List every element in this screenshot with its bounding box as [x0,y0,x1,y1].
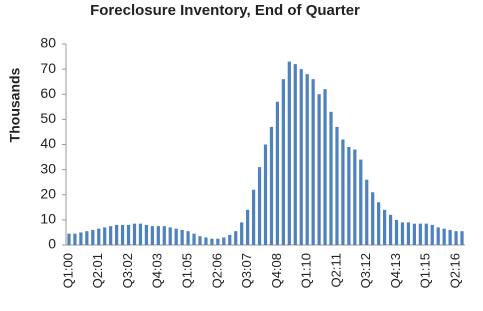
x-tick-label: Q3:07 [239,253,254,288]
bar [174,228,178,245]
bar [275,101,280,245]
bar [150,226,154,245]
bar [228,234,232,245]
bar [305,74,309,246]
bar [442,228,446,245]
y-tick-label: 60 [40,85,56,101]
bar [388,214,393,245]
bar [424,223,428,245]
bar [103,227,107,245]
bar [246,209,250,245]
bar [430,224,434,245]
bar [222,237,226,245]
bar [263,144,268,245]
bar [120,224,125,245]
bar [347,147,351,245]
y-tick-label: 80 [40,35,56,51]
bar [156,226,160,245]
bar [180,229,184,245]
bar [400,222,405,245]
bar [257,167,262,245]
bar [162,226,166,245]
x-tick-label: Q3:12 [358,253,373,288]
bar [168,227,172,245]
bar [299,69,303,245]
y-tick-label: 40 [40,135,56,151]
bar [377,202,381,245]
bar [406,222,411,245]
bar [210,238,214,245]
bar [109,226,113,245]
bar [97,228,101,245]
bar [234,231,238,245]
x-tick-label: Q1:00 [60,253,75,288]
bar [323,89,327,245]
bar [269,126,274,245]
bar [138,223,143,245]
bar [418,223,422,245]
bar [216,238,220,245]
bar [91,229,95,245]
x-tick-label: Q1:05 [180,253,195,288]
bar [281,79,285,245]
bar [353,149,357,245]
bar [287,61,291,246]
bar [192,233,196,245]
bar [341,139,345,245]
y-axis-label: Thousands [7,67,23,142]
chart-title: Foreclosure Inventory, End of Quarter [90,2,360,19]
bar [382,209,387,245]
bar [186,231,190,245]
bar [85,231,89,245]
y-tick-label: 10 [40,211,56,227]
bar [335,126,339,245]
x-tick-label: Q3:02 [120,253,135,288]
bar [132,223,137,245]
bar [73,233,77,245]
x-tick-label: Q2:01 [90,253,105,288]
x-tick-label: Q4:03 [150,253,165,288]
y-tick-label: 20 [40,185,56,201]
bar [394,219,399,245]
bar [311,79,315,245]
bar [329,111,333,246]
bar [251,189,256,245]
bar [317,94,321,245]
bar [460,231,464,245]
bar [240,222,244,245]
x-tick-label: Q4:13 [388,253,403,288]
bar [126,224,131,245]
bar [454,231,458,245]
bar [144,224,149,245]
bar [371,192,375,245]
bar [448,229,452,245]
bar [359,159,363,245]
y-tick-label: 70 [40,60,56,76]
bar [79,232,83,245]
x-tick-label: Q2:16 [448,253,463,288]
x-tick-label: Q2:11 [328,253,343,287]
bar [293,64,297,245]
x-tick-label: Q1:10 [299,253,314,288]
y-tick-label: 30 [40,160,56,176]
x-tick-label: Q2:06 [209,253,224,288]
x-tick-label: Q1:15 [418,253,433,288]
bar [198,236,202,245]
bar [67,233,71,245]
bar [412,223,416,245]
bar [115,224,119,245]
bar [365,179,369,245]
bar [436,227,440,245]
x-tick-label: Q4:08 [269,253,284,288]
bar [204,237,208,245]
y-tick-label: 50 [40,110,56,126]
y-tick-label: 0 [48,236,56,252]
